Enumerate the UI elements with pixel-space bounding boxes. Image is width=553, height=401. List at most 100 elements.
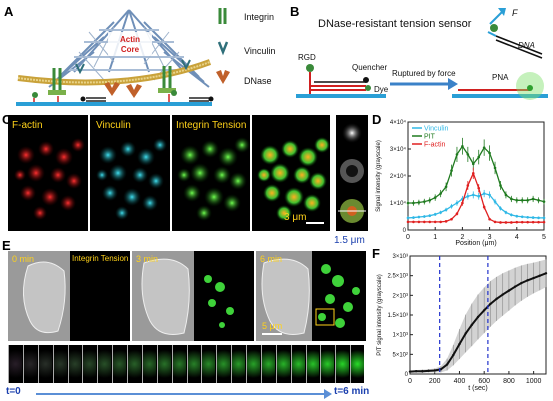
inset-images xyxy=(338,123,366,223)
data-point xyxy=(537,216,540,220)
data-point xyxy=(464,332,467,335)
pulled-dna xyxy=(495,35,543,59)
substrate-right xyxy=(452,94,548,98)
data-point xyxy=(520,199,524,202)
data-point xyxy=(515,220,519,224)
data-point xyxy=(493,220,497,224)
data-point xyxy=(455,212,459,216)
inset-column xyxy=(336,115,368,231)
data-point xyxy=(510,221,513,224)
kymograph-frame xyxy=(112,345,126,383)
data-point xyxy=(526,216,529,219)
data-point xyxy=(501,293,504,296)
y-tick-label: 2×10⁴ xyxy=(390,173,407,180)
kymograph-frame xyxy=(260,345,275,383)
data-point xyxy=(455,201,459,205)
legend-label: F-actin xyxy=(424,142,446,149)
data-point xyxy=(417,220,421,224)
data-point xyxy=(455,153,459,156)
kymograph-frame xyxy=(82,345,97,383)
kymograph-frame xyxy=(97,345,112,383)
panel-e-letter: E xyxy=(2,238,11,253)
kymograph-frame xyxy=(246,345,260,383)
panel-b-schematic: RGD Quencher Dye Ruptured by force PNA F… xyxy=(296,8,548,100)
data-point xyxy=(428,199,432,202)
data-point xyxy=(488,193,491,197)
data-point xyxy=(406,201,410,205)
x-axis-label: t (sec) xyxy=(468,385,487,392)
legend-label: PIT xyxy=(424,134,436,141)
brightfield-3 xyxy=(141,251,254,341)
dye-right-icon xyxy=(171,90,177,96)
image-factin xyxy=(8,115,88,231)
kymograph-frame xyxy=(290,345,305,383)
data-point xyxy=(489,302,492,306)
data-point xyxy=(482,205,486,209)
data-point xyxy=(458,342,461,346)
kymograph-frame xyxy=(171,345,186,383)
x-tick-label: 5 xyxy=(542,234,546,241)
sensor-dna-duplex xyxy=(310,85,366,91)
data-point xyxy=(499,184,502,187)
data-point xyxy=(433,196,437,199)
y-tick-label: 2.5×10³ xyxy=(387,274,408,280)
data-point xyxy=(412,201,415,205)
label-3min: 3 min xyxy=(136,254,159,264)
scale-bar-e-label: 5 μm xyxy=(262,321,283,331)
panel-a-schematic: Actin Core xyxy=(16,8,230,106)
data-point xyxy=(471,193,475,197)
merge-cells xyxy=(257,137,330,221)
kymograph-frame xyxy=(320,345,335,383)
x-tick-label: 2 xyxy=(460,234,464,241)
kymograph-frame xyxy=(22,345,37,383)
data-point xyxy=(504,221,508,224)
x-tick-label: 1 xyxy=(433,234,437,241)
kymograph-frame xyxy=(8,345,22,383)
data-point xyxy=(526,279,529,282)
y-axis-label: PIT signal intensity (grayscale) xyxy=(377,274,383,356)
data-point xyxy=(414,370,418,373)
dna-tether-left xyxy=(33,96,106,102)
label-t6: t=6 min xyxy=(334,386,370,397)
data-point xyxy=(499,221,502,224)
data-point xyxy=(444,208,448,212)
y-tick-label: 1×10³ xyxy=(392,333,408,339)
data-point xyxy=(450,204,453,208)
data-point xyxy=(471,172,475,175)
kymograph-frame xyxy=(156,345,171,383)
data-point xyxy=(433,369,436,372)
x-axis-label: Position (μm) xyxy=(455,240,496,247)
data-point xyxy=(450,169,453,172)
force-label: F xyxy=(512,8,518,18)
pna-label: PNA xyxy=(492,73,509,82)
data-point xyxy=(520,215,524,219)
data-point xyxy=(513,285,517,288)
kymograph-frame xyxy=(350,345,364,383)
series-line-pit xyxy=(408,145,545,204)
x-tick-label: 0 xyxy=(406,234,410,241)
vinculin-left-icon xyxy=(75,63,85,75)
data-point xyxy=(510,213,513,217)
data-point xyxy=(493,200,497,203)
timelapse-6min xyxy=(256,251,366,341)
kymograph-strip xyxy=(8,345,364,383)
data-point xyxy=(439,211,442,214)
data-point xyxy=(495,297,498,301)
data-point xyxy=(476,315,480,319)
data-point xyxy=(439,220,442,224)
label-6min: 6 min xyxy=(260,254,283,264)
data-point xyxy=(423,220,426,224)
data-point xyxy=(537,199,540,202)
label-t0: t=0 xyxy=(6,386,21,397)
data-point xyxy=(466,153,470,156)
kymograph-frame xyxy=(141,345,156,383)
timeline-arrow xyxy=(36,393,326,395)
actin-core-label-1: Actin xyxy=(120,35,140,44)
label-tension: Integrin Tension xyxy=(176,120,247,131)
data-point xyxy=(428,220,432,224)
data-point xyxy=(504,193,508,197)
legend-label: Vinculin xyxy=(424,126,448,133)
y-tick-label: 0 xyxy=(405,372,409,378)
actin-core-box xyxy=(108,32,152,56)
dye-icon xyxy=(365,85,371,91)
